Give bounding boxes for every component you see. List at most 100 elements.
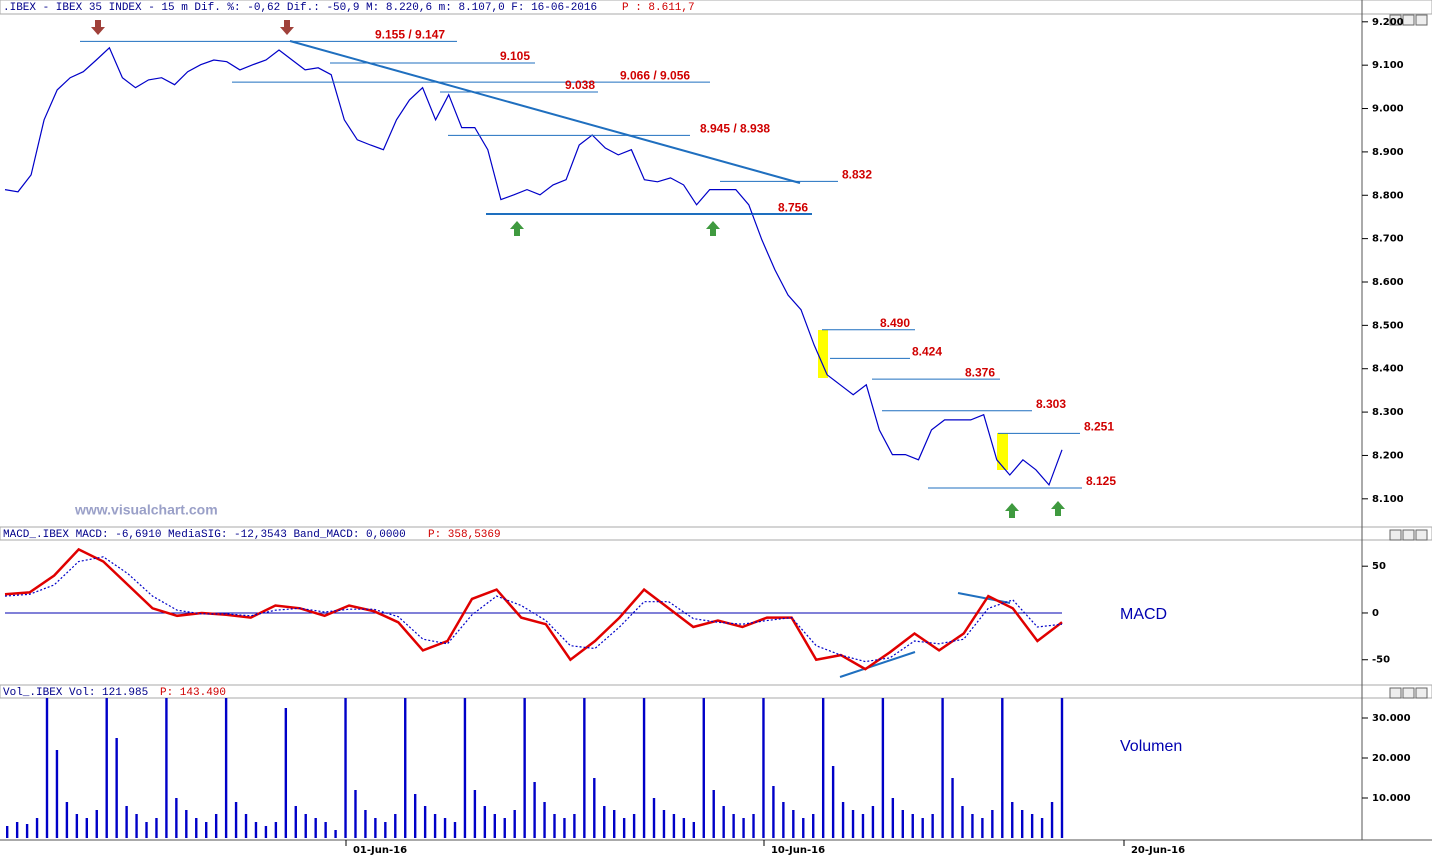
- y-tick-label: 10.000: [1372, 793, 1411, 804]
- panel-subtitle: P: 358,5369: [428, 529, 501, 541]
- bar: [45, 698, 49, 838]
- bar: [145, 822, 148, 838]
- bar: [443, 818, 447, 838]
- level-label: 9.155 / 9.147: [375, 27, 445, 41]
- bar: [55, 750, 59, 838]
- y-tick-label: 9.000: [1372, 104, 1404, 115]
- bar: [473, 790, 477, 838]
- bar: [901, 810, 904, 838]
- bar: [1040, 818, 1044, 838]
- window-buttons[interactable]: [1389, 14, 1428, 699]
- bar: [871, 806, 875, 838]
- bar: [125, 806, 128, 838]
- bar: [831, 766, 835, 838]
- bar: [951, 778, 954, 838]
- bar: [404, 698, 407, 838]
- bar: [672, 814, 676, 838]
- bar: [1030, 814, 1034, 838]
- level-label: 9.038: [565, 78, 595, 92]
- y-tick-label: 9.100: [1372, 60, 1404, 71]
- bar: [812, 814, 815, 838]
- bar: [95, 810, 98, 838]
- bar: [354, 790, 357, 838]
- bar: [911, 814, 914, 838]
- bar: [105, 698, 108, 838]
- bar: [453, 822, 457, 838]
- bar: [15, 822, 19, 838]
- level-label: 8.756: [778, 201, 808, 215]
- bar: [344, 698, 347, 838]
- bar: [85, 818, 89, 838]
- bar: [413, 794, 417, 838]
- y-tick-label: 8.200: [1372, 450, 1404, 461]
- bar: [752, 814, 755, 838]
- bar: [364, 810, 367, 838]
- y-tick-label: 8.400: [1372, 364, 1404, 375]
- y-tick-label: 9.200: [1372, 17, 1404, 28]
- y-tick-label: 8.300: [1372, 407, 1404, 418]
- bar: [593, 778, 596, 838]
- bar: [802, 818, 805, 838]
- y-tick-label: 30.000: [1372, 713, 1411, 724]
- level-label: 8.832: [842, 168, 872, 182]
- series-line: [4, 547, 1063, 671]
- bar: [861, 814, 865, 838]
- panel-label: MACD: [1120, 606, 1167, 623]
- bar: [155, 818, 158, 838]
- level-label: 8.251: [1084, 420, 1114, 434]
- panel-title: Vol_.IBEX Vol: 121.985: [3, 687, 148, 699]
- bar: [941, 698, 944, 838]
- bar: [244, 814, 248, 838]
- x-tick-label: 20-Jun-16: [1131, 845, 1185, 856]
- bar: [224, 698, 228, 838]
- bar: [1001, 698, 1004, 838]
- bar: [115, 738, 118, 838]
- level-label: 8.376: [965, 365, 995, 379]
- bar: [782, 802, 785, 838]
- bar: [991, 810, 994, 838]
- bar: [1020, 810, 1024, 838]
- panel-header: [0, 0, 1432, 15]
- bar: [762, 698, 765, 838]
- bar: [931, 814, 934, 838]
- bar: [603, 806, 606, 838]
- level-label: 8.303: [1036, 397, 1066, 411]
- bar: [563, 818, 566, 838]
- bar: [65, 802, 69, 838]
- series-line: [4, 46, 1063, 487]
- bar: [304, 814, 307, 838]
- trend-line: [839, 651, 916, 678]
- bar: [642, 698, 646, 838]
- bar: [324, 822, 327, 838]
- trend-line: [289, 40, 801, 184]
- x-tick-label: 10-Jun-16: [771, 845, 825, 856]
- bar: [394, 814, 397, 838]
- bar: [165, 698, 168, 838]
- y-tick-label: 8.600: [1372, 277, 1404, 288]
- y-tick-label: 8.800: [1372, 190, 1404, 201]
- bar: [1060, 698, 1064, 838]
- down-arrows: [91, 20, 294, 35]
- bar: [543, 802, 546, 838]
- bar: [772, 786, 775, 838]
- bar: [483, 806, 487, 838]
- bar: [374, 818, 377, 838]
- bar: [891, 798, 895, 838]
- bar: [622, 818, 626, 838]
- bar: [583, 698, 586, 838]
- bar: [135, 814, 138, 838]
- bar: [195, 818, 198, 838]
- bar: [175, 798, 178, 838]
- bar: [533, 782, 536, 838]
- bar: [463, 698, 467, 838]
- bar: [921, 818, 924, 838]
- bar: [722, 806, 725, 838]
- bar: [553, 814, 556, 838]
- y-tick-label: 0: [1372, 608, 1379, 619]
- bar: [682, 818, 686, 838]
- bar: [732, 814, 735, 838]
- level-label: 8.125: [1086, 474, 1116, 488]
- panel-title: MACD_.IBEX MACD: -6,6910 MediaSIG: -12,3…: [3, 529, 406, 541]
